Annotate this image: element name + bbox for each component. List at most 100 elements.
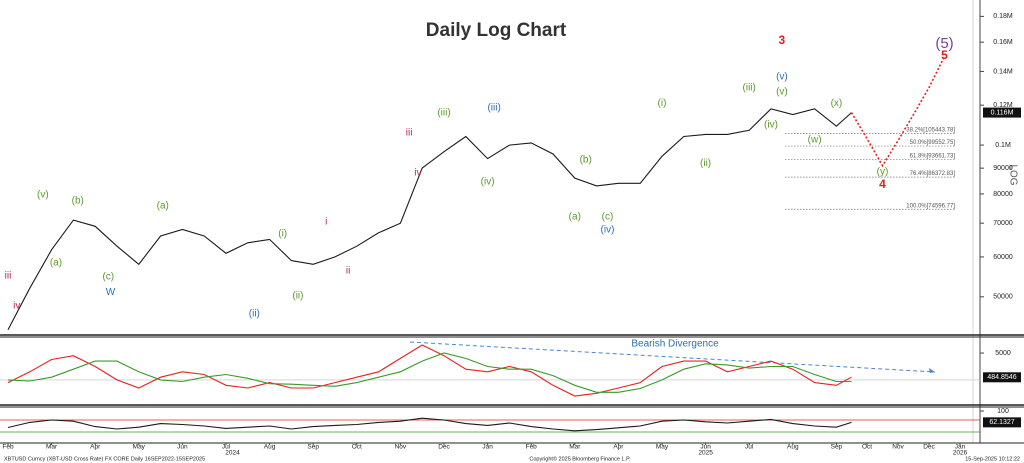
last-value-label: 62.1327	[989, 419, 1014, 426]
x-tick-label: Jul	[222, 444, 231, 451]
x-tick-label: Aug	[787, 444, 799, 451]
wave-label: iv	[13, 300, 20, 311]
wave-label: ii	[346, 265, 350, 276]
x-tick-label: May	[133, 444, 146, 451]
wave-label: (a)	[50, 257, 62, 268]
wave-label: (a)	[569, 212, 581, 223]
wave-label: (v)	[37, 189, 49, 200]
x-tick-label: Apr	[90, 444, 101, 451]
x-tick-label: Oct	[352, 444, 362, 451]
x-tick-label: Mar	[46, 444, 58, 451]
x-tick-label: Dec	[923, 444, 935, 451]
wave-label: i	[325, 217, 327, 228]
wave-label: (c)	[102, 271, 114, 282]
x-tick-label: Jun	[177, 444, 188, 451]
wave-label: (iv)	[481, 176, 495, 187]
arrow-head	[929, 368, 935, 373]
fib-label: 100.0%[74596.77]	[906, 203, 955, 209]
wave-label: (c)	[602, 212, 614, 223]
x-tick-label: Aug	[264, 444, 276, 451]
chart-title: Daily Log Chart	[426, 20, 567, 41]
x-tick-label: Apr	[613, 444, 624, 451]
x-tick-label: Jun	[700, 444, 711, 451]
series-line	[850, 55, 946, 168]
last-value-box	[983, 417, 1021, 428]
series-line	[7, 352, 852, 393]
divergence-arrow	[409, 341, 936, 373]
y-tick-label: 80000	[993, 191, 1013, 198]
series-line	[7, 108, 852, 331]
x-tick-label: Jan	[955, 444, 966, 451]
y-axis-label: LOG	[1007, 164, 1018, 185]
x-tick-label: May	[656, 444, 669, 451]
wave-label: 5	[941, 48, 948, 62]
footer-right: 15-Sep-2025 10:12:22	[965, 456, 1020, 462]
divergence-label: Bearish Divergence	[631, 339, 719, 350]
wave-label: (a)	[157, 200, 169, 211]
wave-label: (y)	[877, 166, 889, 177]
y-tick-label: 5000	[995, 350, 1011, 357]
x-tick-label: Nov	[892, 444, 904, 451]
wave-label: iii	[406, 128, 413, 139]
y-tick-label: 0.12M	[993, 102, 1013, 109]
y-tick-label: 90000	[993, 165, 1013, 172]
wave-label: (iii)	[437, 107, 450, 118]
wave-label: 3	[779, 33, 786, 47]
last-value-box	[983, 372, 1021, 383]
wave-label: (v)	[776, 72, 788, 83]
wave-label: (ii)	[292, 291, 303, 302]
x-tick-label: Sep	[831, 444, 843, 451]
series-line	[7, 344, 852, 397]
wave-label: (iv)	[764, 120, 778, 131]
y-tick-label: 0.16M	[993, 39, 1013, 46]
last-value-label: 484.8546	[987, 374, 1016, 381]
x-tick-label: Nov	[395, 444, 407, 451]
year-label: 2026	[953, 450, 968, 457]
x-tick-label: Oct	[862, 444, 872, 451]
footer-center: Copyright© 2025 Bloomberg Finance L.P.	[529, 455, 631, 462]
wave-label: (ii)	[249, 308, 260, 319]
last-value-box	[983, 107, 1021, 118]
wave-label: (x)	[831, 98, 843, 109]
y-tick-label: 0.1M	[995, 142, 1011, 149]
x-tick-label: Feb	[2, 444, 14, 451]
x-tick-label: Dec	[438, 444, 450, 451]
year-label: 2024	[225, 450, 240, 457]
year-label: 2025	[698, 450, 713, 457]
wave-label: (b)	[72, 196, 84, 207]
footer-left: XBTUSD Curncy (XBT-USD Cross Rate) FX CO…	[4, 456, 205, 462]
wave-label: W	[106, 287, 116, 298]
last-value-label: 0.116M	[991, 109, 1014, 116]
wave-label: (iv)	[601, 224, 615, 235]
wave-label: (w)	[808, 135, 822, 146]
y-tick-label: 50000	[993, 294, 1013, 301]
wave-label: (b)	[580, 154, 592, 165]
wave-label: iii	[5, 271, 12, 282]
wave-label: (ii)	[700, 158, 711, 169]
x-tick-label: Feb	[526, 444, 538, 451]
wave-label: 4	[879, 177, 886, 191]
x-tick-label: Jan	[482, 444, 493, 451]
fib-label: 50.0%[99552.75]	[910, 140, 956, 146]
x-tick-label: Jul	[745, 444, 754, 451]
wave-label: (v)	[776, 87, 788, 98]
wave-label: (iii)	[743, 82, 756, 93]
wave-label: (iii)	[487, 103, 500, 114]
y-tick-label: 100	[997, 408, 1009, 415]
series-line	[7, 417, 852, 432]
fib-label: 38.2%[105443.78]	[906, 128, 955, 134]
wave-label: (5)	[935, 35, 953, 52]
wave-label: (i)	[658, 98, 667, 109]
y-tick-label: 0.14M	[993, 68, 1013, 75]
x-tick-label: Mar	[569, 444, 581, 451]
wave-label: iv	[414, 167, 421, 178]
fib-label: 61.8%[93661.73]	[910, 153, 956, 159]
fib-label: 76.4%[86372.83]	[910, 171, 956, 177]
y-tick-label: 0.18M	[993, 13, 1013, 20]
wave-label: (i)	[278, 228, 287, 239]
x-tick-label: Sep	[307, 444, 319, 451]
y-tick-label: 60000	[993, 254, 1013, 261]
y-tick-label: 70000	[993, 220, 1013, 227]
